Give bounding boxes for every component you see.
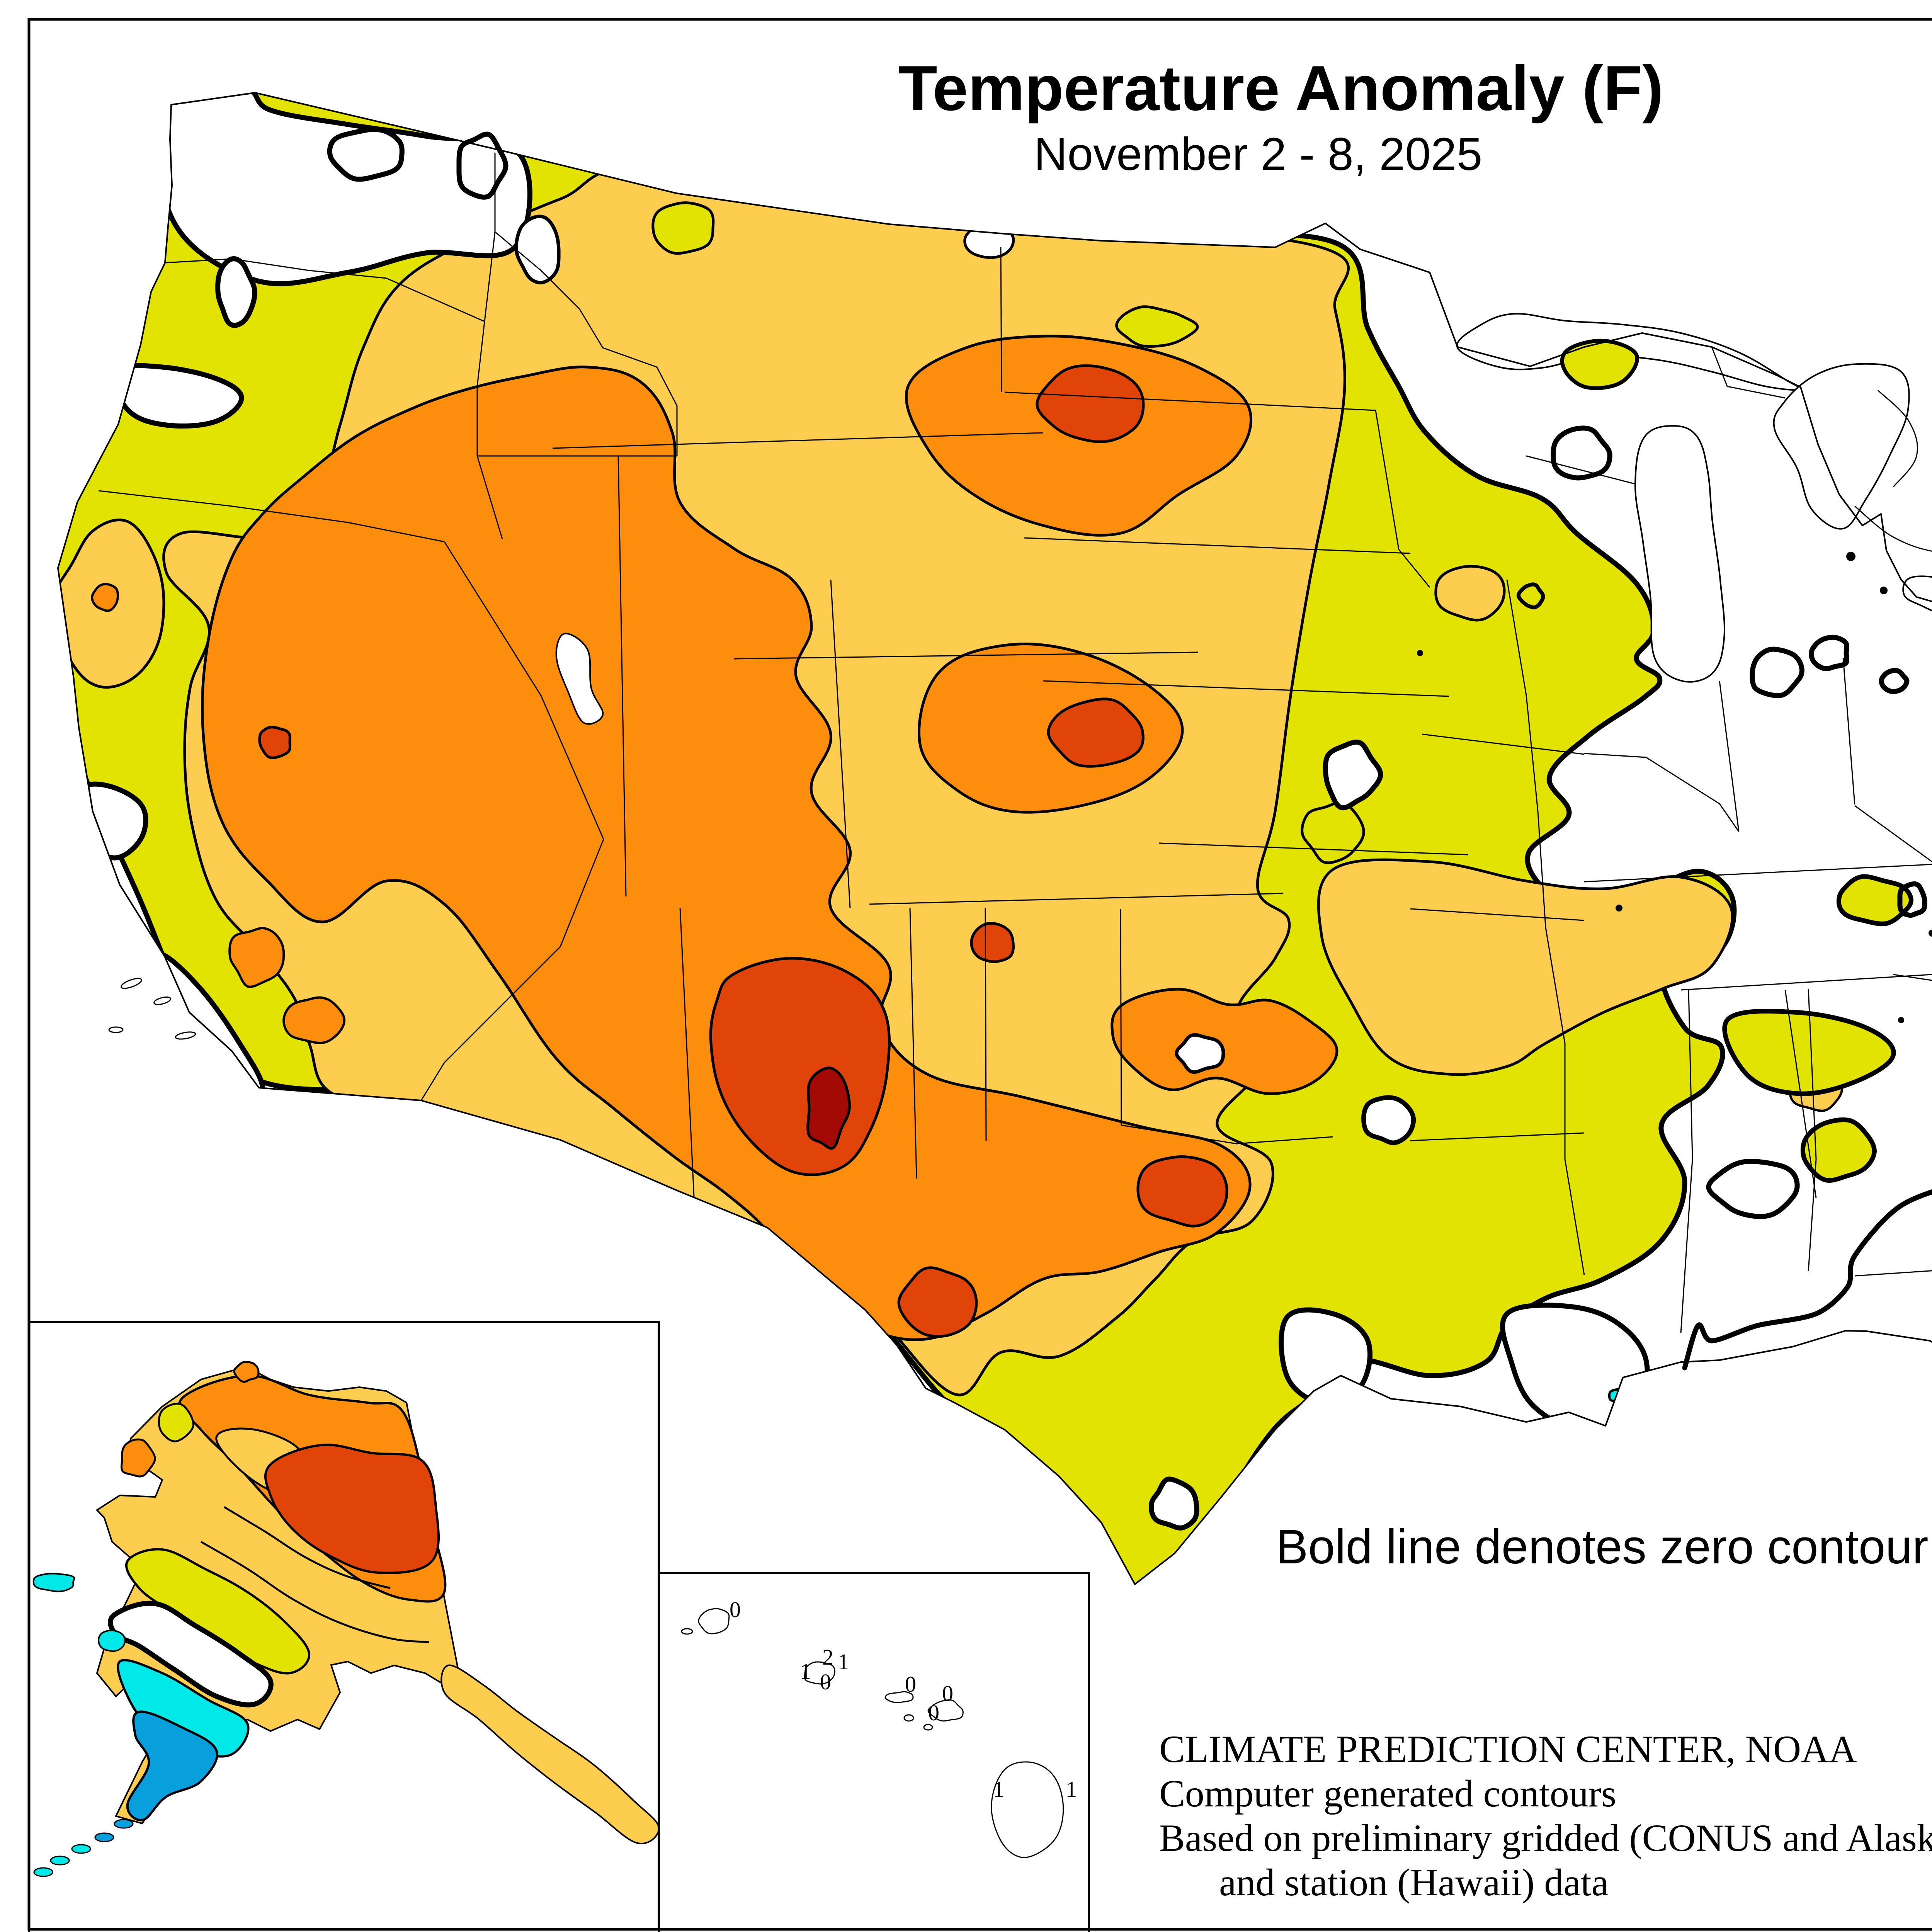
svg-text:Bold line denotes zero contour: Bold line denotes zero contour (1276, 1520, 1929, 1574)
svg-text:0: 0 (730, 1597, 741, 1622)
svg-text:Temperature Anomaly (F): Temperature Anomaly (F) (898, 53, 1663, 124)
svg-text:Based on preliminary gridded (: Based on preliminary gridded (CONUS and … (1159, 1816, 1932, 1859)
svg-text:0: 0 (928, 1700, 939, 1725)
svg-text:2: 2 (822, 1645, 833, 1670)
svg-text:CLIMATE PREDICTION CENTER, NOA: CLIMATE PREDICTION CENTER, NOAA (1159, 1728, 1857, 1770)
svg-text:and station (Hawaii) data: and station (Hawaii) data (1219, 1861, 1609, 1904)
svg-text:1: 1 (800, 1659, 811, 1684)
svg-text:0: 0 (820, 1669, 831, 1694)
svg-text:1: 1 (993, 1777, 1004, 1802)
svg-text:November 2 - 8, 2025: November 2 - 8, 2025 (1034, 128, 1483, 180)
svg-text:1: 1 (838, 1649, 849, 1674)
svg-text:1: 1 (1066, 1777, 1077, 1802)
svg-text:0: 0 (942, 1681, 953, 1706)
svg-text:0: 0 (905, 1672, 916, 1697)
svg-text:Computer generated contours: Computer generated contours (1159, 1772, 1616, 1815)
